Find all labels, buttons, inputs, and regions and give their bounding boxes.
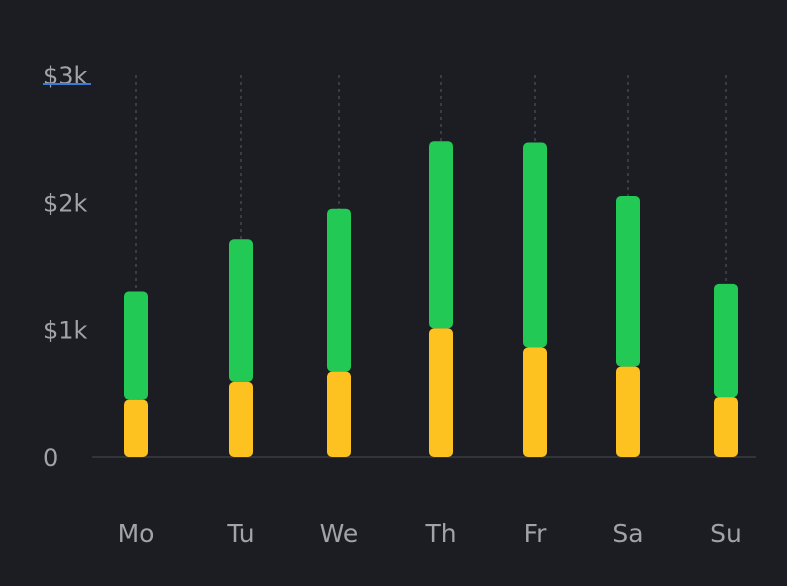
bar-th-segment-1 bbox=[429, 328, 453, 457]
y-axis: 0 $1k $2k $3k bbox=[43, 62, 91, 472]
y-tick-label-2000: $2k bbox=[43, 189, 88, 217]
y-tick-label-3000: $3k bbox=[43, 62, 88, 90]
bar-we-segment-2 bbox=[327, 208, 351, 372]
bar-we-segment-1 bbox=[327, 371, 351, 457]
bar-fr-segment-2 bbox=[523, 142, 547, 348]
bar-tu-segment-2 bbox=[229, 239, 253, 382]
y-tick-label-0: 0 bbox=[43, 444, 58, 472]
bar-fr-segment-1 bbox=[523, 347, 547, 457]
x-label-mo: Mo bbox=[118, 519, 155, 548]
bar-sa-segment-2 bbox=[616, 195, 640, 367]
x-label-th: Th bbox=[424, 519, 456, 548]
x-label-tu: Tu bbox=[226, 519, 254, 548]
x-axis: Mo Tu We Th Fr Sa Su bbox=[118, 519, 742, 548]
x-label-sa: Sa bbox=[612, 519, 643, 548]
bar-sa-segment-1 bbox=[616, 366, 640, 457]
bar-th-segment-2 bbox=[429, 141, 453, 329]
bar-su-segment-1 bbox=[714, 397, 738, 457]
x-label-su: Su bbox=[710, 519, 742, 548]
bar-su-segment-2 bbox=[714, 283, 738, 398]
bar-tu-segment-1 bbox=[229, 381, 253, 457]
bar-mo-segment-2 bbox=[124, 291, 148, 400]
y-tick-label-1000: $1k bbox=[43, 317, 88, 345]
x-label-we: We bbox=[320, 519, 359, 548]
x-label-fr: Fr bbox=[524, 519, 548, 548]
bars bbox=[124, 141, 738, 457]
bar-mo-segment-1 bbox=[124, 399, 148, 457]
